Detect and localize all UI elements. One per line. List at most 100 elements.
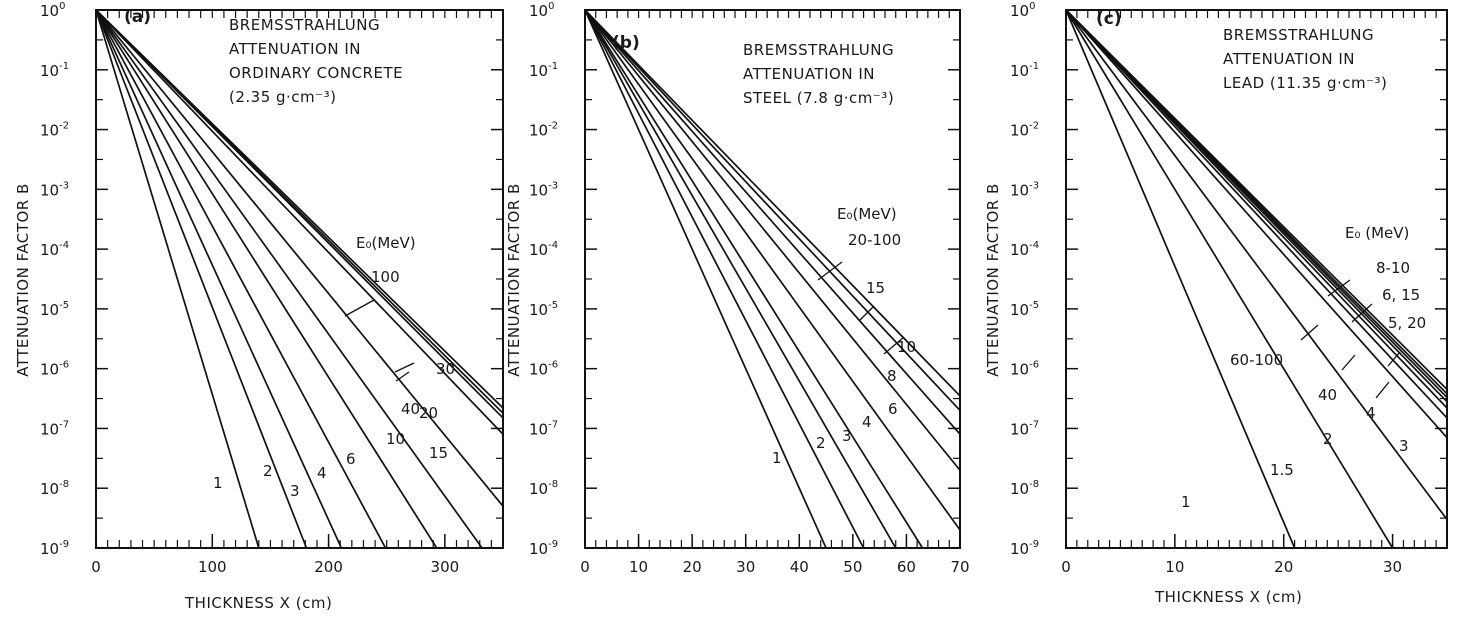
series-label: 1 <box>213 474 223 492</box>
y-tick-label: 10-1 <box>40 61 69 80</box>
y-axis-title: ATTENUATION FACTOR B <box>14 183 32 377</box>
chart-annotation-line: BREMSSTRAHLUNG <box>1223 26 1374 44</box>
series-label: 2 <box>1323 430 1333 448</box>
panel-label: (c) <box>1096 9 1122 29</box>
y-tick-label: 10-5 <box>529 300 558 319</box>
label-leader-line <box>1300 324 1319 341</box>
series-label: 10 <box>897 338 916 356</box>
series-label: 4 <box>317 464 327 482</box>
panel-label: (a) <box>124 7 151 27</box>
x-tick-label: 60 <box>897 558 916 576</box>
series-line-6 <box>584 9 961 531</box>
label-leader-line <box>1341 354 1356 371</box>
y-tick-label: 10-4 <box>1010 240 1039 259</box>
chart-panel-2: 100 10-1 10-2 10-3 10-4 10-5 10-6 10-7 10-8 10-9 0… <box>505 1 970 576</box>
series-line-3 <box>95 9 343 549</box>
y-tick-label: 10-2 <box>1010 121 1039 140</box>
y-tick-label: 10-8 <box>40 479 69 498</box>
series-label: 20-100 <box>848 231 901 249</box>
x-tick-label: 30 <box>1383 558 1402 576</box>
series-label: 6 <box>888 400 898 418</box>
label-leader-line <box>1327 279 1351 297</box>
x-tick-label: 0 <box>1061 558 1071 576</box>
series-line-1 <box>1065 9 1296 549</box>
y-tick-label: 10-3 <box>40 180 69 199</box>
series-label: 2 <box>263 462 273 480</box>
x-tick-label: 200 <box>314 558 343 576</box>
y-tick-label: 10-2 <box>529 121 558 140</box>
series-line-2 <box>95 9 308 549</box>
y-tick-label: 10-4 <box>40 240 69 259</box>
series-label: 8 <box>887 367 897 385</box>
series-line-6 <box>95 9 438 549</box>
series-line-3 <box>1065 9 1448 439</box>
series-label: 20 <box>419 404 438 422</box>
y-tick-label: 10-8 <box>1010 479 1039 498</box>
series-label: 1 <box>1181 493 1191 511</box>
x-axis-title: THICKNESS X (cm) <box>1154 588 1302 606</box>
series-line-1 <box>95 9 260 549</box>
label-leader-line <box>1351 303 1373 323</box>
y-tick-label: 10-9 <box>1010 539 1039 558</box>
label-leader-line <box>1387 351 1401 367</box>
series-line-4 <box>95 9 387 549</box>
series-line-4 <box>1065 9 1448 419</box>
y-tick-label: 10-4 <box>529 240 558 259</box>
series-line-15 <box>584 9 961 412</box>
y-tick-label: 10-5 <box>1010 300 1039 319</box>
series-label: 5, 20 <box>1388 314 1426 332</box>
y-tick-label: 10-1 <box>1010 61 1039 80</box>
y-tick-label: 100 <box>529 1 554 20</box>
series-label: 4 <box>862 413 872 431</box>
energy-legend-title: E₀(MeV) <box>837 205 897 223</box>
label-leader-line <box>817 261 843 281</box>
energy-legend-title: E₀(MeV) <box>356 234 416 252</box>
x-tick-label: 0 <box>91 558 101 576</box>
x-tick-label: 30 <box>736 558 755 576</box>
chart-annotation-line: BREMSSTRAHLUNG <box>229 16 380 34</box>
series-label: 10 <box>386 430 405 448</box>
x-tick-label: 10 <box>1165 558 1184 576</box>
panel-label: (b) <box>612 33 640 53</box>
chart-annotation-line: BREMSSTRAHLUNG <box>743 41 894 59</box>
x-tick-label: 10 <box>629 558 648 576</box>
chart-panel-3: 100 10-1 10-2 10-3 10-4 10-5 10-6 10-7 10-8 10-9 0… <box>984 1 1448 606</box>
label-leader-line <box>1375 381 1390 399</box>
x-axis-title: THICKNESS X (cm) <box>184 594 332 612</box>
y-tick-label: 10-9 <box>529 539 558 558</box>
x-tick-label: 300 <box>431 558 460 576</box>
series-label: 3 <box>1399 437 1409 455</box>
y-tick-label: 10-1 <box>529 61 558 80</box>
x-tick-label: 20 <box>683 558 702 576</box>
series-label: 3 <box>842 427 852 445</box>
series-line-10 <box>95 9 483 549</box>
y-tick-label: 10-6 <box>1010 360 1039 379</box>
chart-annotation-line: (2.35 g·cm⁻³) <box>229 88 336 106</box>
series-label: 100 <box>371 268 400 286</box>
series-label: 3 <box>290 482 300 500</box>
label-leader-line <box>394 362 415 373</box>
series-label: 6, 15 <box>1382 286 1420 304</box>
y-tick-label: 10-3 <box>529 180 558 199</box>
label-leader-line <box>395 371 410 382</box>
series-label: 2 <box>816 434 826 452</box>
series-line-20-100 <box>584 9 961 397</box>
x-tick-label: 20 <box>1274 558 1293 576</box>
y-tick-label: 10-7 <box>40 419 69 438</box>
series-line-1 <box>584 9 827 549</box>
x-tick-label: 40 <box>790 558 809 576</box>
y-tick-label: 100 <box>40 1 65 20</box>
y-tick-label: 10-6 <box>529 360 558 379</box>
x-tick-label: 100 <box>198 558 227 576</box>
energy-legend-title: E₀ (MeV) <box>1345 224 1409 242</box>
series-label: 8-10 <box>1376 259 1410 277</box>
series-line-4 <box>584 9 924 549</box>
series-label: 1 <box>772 449 782 467</box>
series-label: 40 <box>401 400 420 418</box>
series-label: 60-100 <box>1230 351 1283 369</box>
series-line-15 <box>95 9 504 507</box>
series-line-1-5 <box>1065 9 1394 549</box>
y-tick-label: 10-7 <box>1010 419 1039 438</box>
series-line-2 <box>584 9 865 549</box>
y-tick-label: 10-5 <box>40 300 69 319</box>
